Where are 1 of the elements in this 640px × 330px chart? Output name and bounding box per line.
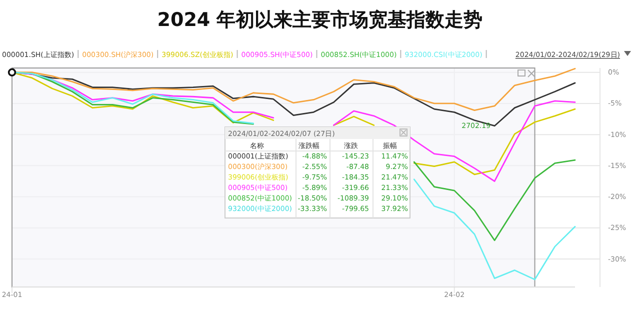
chart-title: 2024 年初以来主要市场宽基指数走势 [157,9,483,31]
